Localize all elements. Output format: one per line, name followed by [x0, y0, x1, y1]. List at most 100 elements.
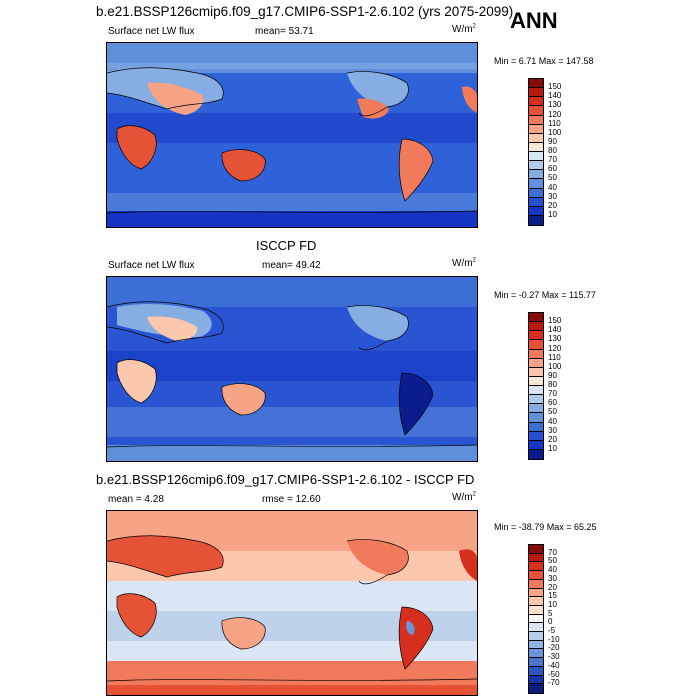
colorbar-tick-label: 40	[548, 565, 557, 575]
panel3-map-svg	[107, 511, 477, 695]
colorbar-swatch	[529, 684, 543, 693]
colorbar-tick-label: 30	[548, 425, 557, 435]
colorbar-swatch	[529, 188, 543, 198]
colorbar-tick-label: -50	[548, 669, 560, 679]
panel1-model-map	[106, 42, 478, 228]
colorbar-swatch	[529, 340, 543, 350]
colorbar-tick-label: 10	[548, 209, 557, 219]
panel1-sahara-edge-warm	[462, 86, 477, 113]
colorbar-tick-label: -70	[548, 678, 560, 688]
colorbar-tick-label: 70	[548, 155, 557, 165]
panel1-central-asia-warm	[147, 82, 204, 115]
colorbar-tick-label: 90	[548, 370, 557, 380]
colorbar-tick-label: 15	[548, 591, 557, 601]
colorbar-tick-label: 90	[548, 136, 557, 146]
colorbar-swatch	[529, 88, 543, 98]
colorbar-swatch	[529, 358, 543, 368]
colorbar-tick-label: 5	[548, 608, 553, 618]
colorbar-tick-label: 110	[548, 118, 561, 128]
colorbar-swatch	[529, 115, 543, 125]
panel1-antarctica-field	[107, 211, 477, 227]
colorbar-swatch	[529, 632, 543, 641]
colorbar-swatch	[529, 553, 543, 563]
colorbar-tick-label: 70	[548, 547, 557, 557]
colorbar-swatch	[529, 431, 543, 441]
colorbar-swatch	[529, 597, 543, 606]
colorbar-swatch	[529, 562, 543, 572]
colorbar-swatch	[529, 571, 543, 580]
panel1-north-america-field	[347, 71, 409, 107]
panel3-title: b.e21.BSSP126cmip6.f09_g17.CMIP6-SSP1-2.…	[96, 472, 475, 487]
colorbar-swatch	[529, 331, 543, 341]
season-label: ANN	[510, 8, 558, 33]
colorbar-swatch	[529, 422, 543, 432]
panel1-south-america-warm	[399, 139, 433, 201]
panel1-variable-label: Surface net LW flux	[108, 26, 195, 37]
panel3-units-label: W/m2	[452, 491, 476, 503]
colorbar-swatch	[529, 124, 543, 134]
colorbar-tick-label: 130	[548, 334, 562, 344]
colorbar-tick-label: 110	[548, 352, 561, 362]
colorbar-tick-label: 50	[548, 407, 557, 417]
colorbar-tick-label: 150	[548, 316, 562, 326]
colorbar-tick-label: -5	[548, 626, 556, 636]
colorbar-tick-label: -20	[548, 643, 560, 653]
colorbar-tick-label: -10	[548, 634, 560, 644]
panel2-coastlines	[107, 301, 477, 448]
colorbar-swatch	[529, 675, 543, 685]
colorbar-tick-label: 150	[548, 82, 562, 92]
panel3-north-america-warm	[347, 539, 409, 575]
colorbar-swatch	[529, 640, 543, 650]
panel3-africa-warm	[117, 593, 157, 637]
panel3-amazon-cool	[406, 621, 415, 635]
colorbar-tick-label: 40	[548, 182, 557, 192]
colorbar-swatch	[529, 623, 543, 633]
panel2-africa-field	[117, 359, 157, 403]
colorbar-tick-label: 140	[548, 91, 562, 101]
panel3-asia-warm	[107, 535, 224, 577]
panel1-australia-warm	[221, 149, 266, 181]
colorbar-swatch	[529, 367, 543, 377]
colorbar-tick-label: 140	[548, 325, 562, 335]
panel2-north-america-field	[347, 305, 409, 341]
colorbar-tick-label: 20	[548, 582, 557, 592]
colorbar-swatch	[529, 376, 543, 386]
colorbar-swatch	[529, 449, 543, 459]
panel2-minmax: Min = -0.27 Max = 115.77	[494, 290, 596, 300]
colorbar-swatch	[529, 179, 543, 189]
colorbar-tick-label: 70	[548, 389, 557, 399]
panel1-itcz-band	[107, 113, 477, 143]
colorbar-swatch	[529, 440, 543, 450]
colorbar-swatch	[529, 161, 543, 171]
colorbar-swatch	[529, 386, 543, 396]
panel2-australia-field	[221, 383, 266, 415]
panel2-obs-map	[106, 276, 478, 462]
colorbar-tick-label: 40	[548, 416, 557, 426]
colorbar-swatch	[529, 215, 543, 225]
panel2-map-svg	[107, 277, 477, 461]
colorbar-tick-label: 20	[548, 200, 557, 210]
colorbar-swatch	[529, 395, 543, 405]
colorbar-swatch	[529, 97, 543, 107]
figure-title: b.e21.BSSP126cmip6.f09_g17.CMIP6-SSP1-2.…	[96, 4, 514, 19]
colorbar-swatch	[529, 142, 543, 152]
colorbar-swatch	[529, 614, 543, 624]
colorbar-tick-label: 50	[548, 556, 557, 566]
colorbar-tick-label: 10	[548, 599, 557, 609]
panel2-mean-label: mean= 49.42	[262, 260, 321, 271]
colorbar-tick-label: 120	[548, 109, 562, 119]
colorbar-tick-label: 130	[548, 100, 562, 110]
colorbar-swatch	[529, 79, 543, 89]
colorbar-swatch	[529, 197, 543, 207]
panel3-minmax: Min = -38.79 Max = 65.25	[494, 522, 597, 532]
colorbar-tick-label: 60	[548, 164, 557, 174]
panel2-antarctica-field	[107, 445, 477, 461]
panel1-minmax: Min = 6.71 Max = 147.58	[494, 56, 594, 66]
panel1-colorbar	[528, 78, 544, 226]
colorbar-tick-label: 80	[548, 146, 557, 155]
panel2-central-asia-field	[147, 316, 198, 341]
colorbar-tick-label: 100	[548, 127, 562, 137]
panel2-units-label: W/m2	[452, 257, 476, 269]
panel3-australia-field	[221, 617, 266, 649]
colorbar-swatch	[529, 666, 543, 676]
